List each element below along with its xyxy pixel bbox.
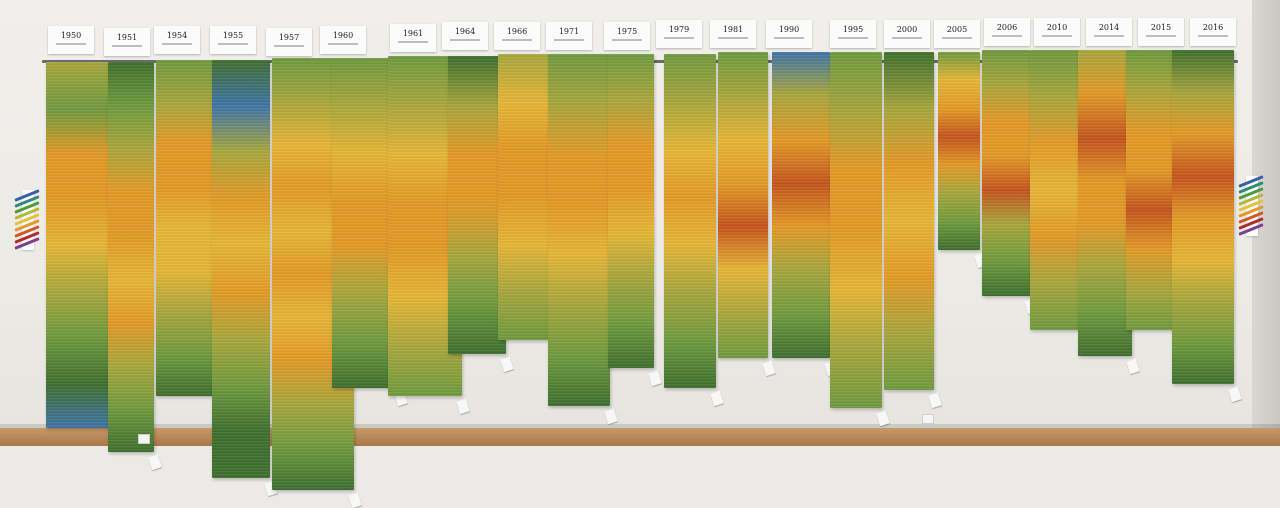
label-caption-line bbox=[274, 45, 304, 47]
label-caption-line bbox=[218, 43, 248, 45]
scarf-1995 bbox=[830, 52, 882, 408]
year-label-text: 1971 bbox=[558, 27, 580, 36]
year-label-card: 1975 bbox=[604, 22, 650, 50]
year-label-text: 1966 bbox=[506, 27, 528, 36]
label-caption-line bbox=[664, 37, 694, 39]
year-label-text: 1951 bbox=[116, 33, 138, 42]
year-label-card: 2016 bbox=[1190, 18, 1236, 46]
label-caption-line bbox=[1094, 35, 1124, 37]
label-caption-line bbox=[450, 39, 480, 41]
label-caption-line bbox=[774, 37, 804, 39]
year-label-card: 2014 bbox=[1086, 18, 1132, 46]
color-key-right bbox=[1236, 175, 1266, 238]
year-label-text: 1961 bbox=[402, 29, 424, 38]
scarf-tag bbox=[348, 492, 362, 508]
label-caption-line bbox=[1146, 35, 1176, 37]
label-caption-line bbox=[612, 39, 642, 41]
year-label-text: 2014 bbox=[1098, 23, 1120, 32]
scarf-tag bbox=[148, 454, 162, 471]
scarf-1964 bbox=[448, 56, 506, 354]
label-caption-line bbox=[162, 43, 192, 45]
year-label-card: 1981 bbox=[710, 20, 756, 48]
year-label-card: 1979 bbox=[656, 20, 702, 48]
label-caption-line bbox=[398, 41, 428, 43]
label-caption-line bbox=[1042, 35, 1072, 37]
year-label-text: 1957 bbox=[278, 33, 300, 42]
year-label-text: 2015 bbox=[1150, 23, 1172, 32]
scarf-2006 bbox=[982, 50, 1030, 296]
year-label-text: 1975 bbox=[616, 27, 638, 36]
label-caption-line bbox=[554, 39, 584, 41]
label-caption-line bbox=[112, 45, 142, 47]
year-label-text: 1954 bbox=[166, 31, 188, 40]
scarf-2010 bbox=[1030, 50, 1086, 330]
year-label-card: 2006 bbox=[984, 18, 1030, 46]
scarf-1955 bbox=[212, 60, 270, 478]
year-label-text: 1960 bbox=[332, 31, 354, 40]
wood-floor bbox=[0, 428, 1280, 446]
year-label-text: 1990 bbox=[778, 25, 800, 34]
year-label-card: 1964 bbox=[442, 22, 488, 50]
scarf-2014 bbox=[1078, 50, 1132, 356]
year-label-card: 2005 bbox=[934, 20, 980, 48]
year-label-card: 2000 bbox=[884, 20, 930, 48]
label-caption-line bbox=[328, 43, 358, 45]
year-label-card: 1957 bbox=[266, 28, 312, 56]
year-label-text: 1995 bbox=[842, 25, 864, 34]
year-label-card: 1950 bbox=[48, 26, 94, 54]
scarf-2000 bbox=[884, 52, 934, 390]
label-caption-line bbox=[56, 43, 86, 45]
scarf-1990 bbox=[772, 52, 830, 358]
year-label-card: 2010 bbox=[1034, 18, 1080, 46]
year-label-card: 1960 bbox=[320, 26, 366, 54]
scarf-2016 bbox=[1172, 50, 1234, 384]
year-label-text: 2000 bbox=[896, 25, 918, 34]
year-label-card: 1961 bbox=[390, 24, 436, 52]
scarf-1981 bbox=[718, 52, 768, 358]
label-caption-line bbox=[992, 35, 1022, 37]
year-label-text: 2005 bbox=[946, 25, 968, 34]
year-label-card: 1990 bbox=[766, 20, 812, 48]
label-caption-line bbox=[1198, 35, 1228, 37]
year-label-text: 2010 bbox=[1046, 23, 1068, 32]
wall-outlet-left bbox=[138, 434, 150, 444]
year-label-text: 1964 bbox=[454, 27, 476, 36]
scarf-1979 bbox=[664, 54, 716, 388]
year-label-card: 2015 bbox=[1138, 18, 1184, 46]
scarf-1975 bbox=[608, 54, 654, 368]
scarf-1966 bbox=[498, 54, 554, 340]
year-label-card: 1966 bbox=[494, 22, 540, 50]
label-caption-line bbox=[942, 37, 972, 39]
year-label-text: 1981 bbox=[722, 25, 744, 34]
label-caption-line bbox=[502, 39, 532, 41]
label-caption-line bbox=[838, 37, 868, 39]
color-key-left bbox=[12, 189, 42, 252]
label-caption-line bbox=[718, 37, 748, 39]
year-label-card: 1951 bbox=[104, 28, 150, 56]
label-caption-line bbox=[892, 37, 922, 39]
scarf-2005 bbox=[938, 52, 980, 250]
year-label-card: 1954 bbox=[154, 26, 200, 54]
wall-outlet bbox=[922, 414, 934, 424]
year-label-card: 1971 bbox=[546, 22, 592, 50]
scarf-1951 bbox=[108, 62, 154, 452]
year-label-text: 2016 bbox=[1202, 23, 1224, 32]
year-label-text: 1979 bbox=[668, 25, 690, 34]
scarf-1971 bbox=[548, 54, 610, 406]
year-label-card: 1995 bbox=[830, 20, 876, 48]
year-label-text: 1950 bbox=[60, 31, 82, 40]
baseboard-shadow bbox=[0, 424, 1280, 429]
year-label-card: 1955 bbox=[210, 26, 256, 54]
year-label-text: 1955 bbox=[222, 31, 244, 40]
year-label-text: 2006 bbox=[996, 23, 1018, 32]
